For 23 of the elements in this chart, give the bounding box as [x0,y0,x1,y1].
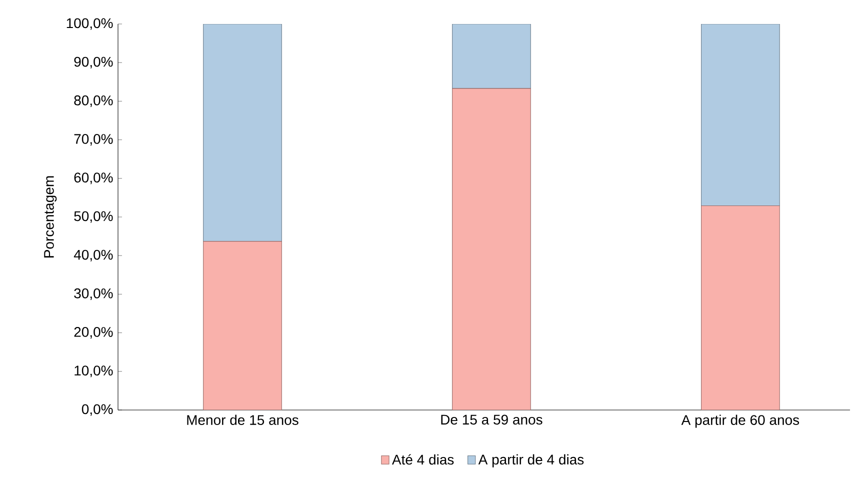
bar [701,206,780,410]
legend-label: Até 4 dias [392,454,454,465]
y-tick-label: 70,0% [74,134,113,146]
y-tick-label: 10,0% [74,366,113,378]
y-axis-title: Porcentagem [44,176,57,258]
y-tick-label: 80,0% [74,95,113,107]
bar [203,24,282,242]
y-tick-label: 60,0% [74,172,113,184]
y-tick-label: 30,0% [74,288,113,300]
legend-label: A partir de 4 dias [478,454,584,468]
bar [203,241,282,410]
y-tick-label: 90,0% [74,56,113,68]
x-tick-label: Menor de 15 anos [187,414,298,425]
bar [452,88,531,410]
y-tick-label: 50,0% [74,211,113,223]
y-tick-label: 40,0% [74,250,113,262]
x-tick-label: A partir de 60 anos [681,414,800,428]
bar [452,24,531,89]
x-tick-label: De 15 a 59 anos [441,414,542,425]
y-tick-label: 100,0% [66,18,113,30]
bar [701,24,780,206]
y-tick-label: 0,0% [82,404,113,416]
y-tick-label: 20,0% [74,327,113,339]
